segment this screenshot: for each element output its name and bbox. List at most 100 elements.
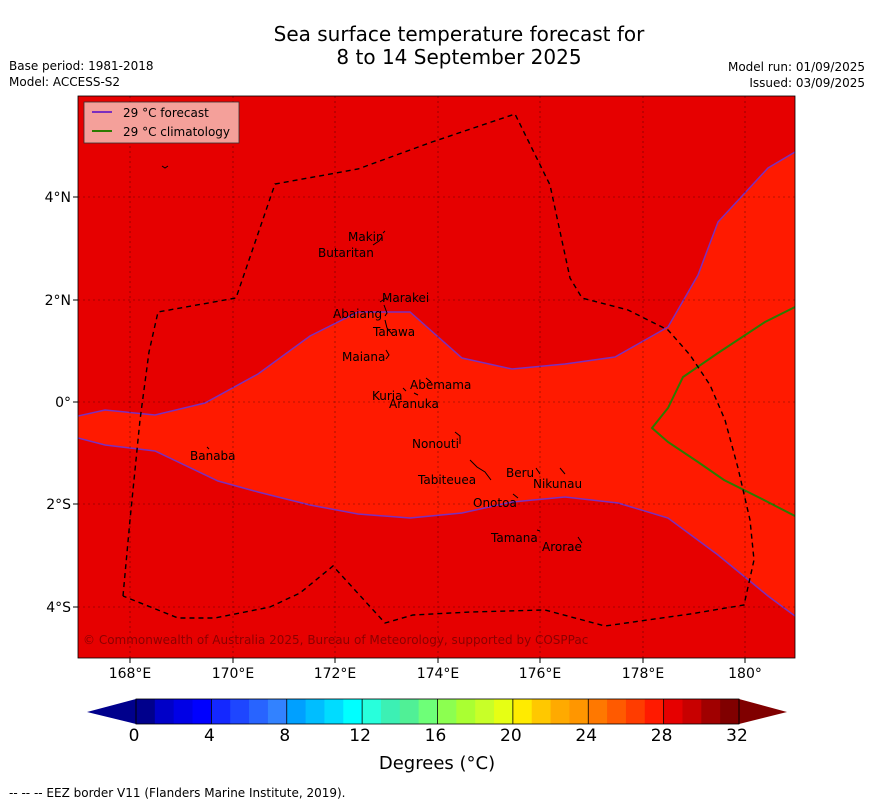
colorbar-cells <box>136 699 740 724</box>
colorbar-tick-label: 24 <box>575 726 597 746</box>
colorbar-cell <box>249 699 269 724</box>
latitude-axis: 4°N 2°N 0° 2°S 4°S <box>45 190 78 616</box>
colorbar-cell <box>588 699 608 724</box>
island-markers <box>161 165 583 544</box>
label-marakei: Marakei <box>382 291 429 305</box>
label-onotoa: Onotoa <box>473 496 517 510</box>
label-abemama: Abemama <box>410 378 471 392</box>
lon-tick-label: 180° <box>728 666 762 682</box>
legend-box <box>83 101 240 144</box>
colorbar-cell <box>399 699 420 724</box>
label-tamana: Tamana <box>490 531 538 545</box>
label-makin: Makin <box>348 230 384 244</box>
forecast-29-contour-south <box>78 437 795 617</box>
colorbar-tick-label: 12 <box>349 726 371 746</box>
label-maiana: Maiana <box>342 350 385 364</box>
colorbar-over-arrow <box>739 699 787 724</box>
island-shape <box>535 467 541 475</box>
island-shape <box>402 387 407 392</box>
colorbar-cell <box>682 699 702 724</box>
colorbar-cell <box>286 699 307 724</box>
island-shape <box>379 297 387 303</box>
island-shape <box>413 392 419 396</box>
colorbar-tick-label: 32 <box>726 726 748 746</box>
lon-tick-label: 170°E <box>212 666 255 682</box>
colorbar-cell <box>230 699 250 724</box>
lat-tick-label: 4°S <box>46 600 71 616</box>
island-shape <box>382 230 386 234</box>
lat-tick-label: 0° <box>55 395 71 411</box>
colorbar-cell <box>324 699 344 724</box>
colorbar-cell <box>644 699 665 724</box>
colorbar-cell <box>720 699 740 724</box>
colorbar-tick-label: 8 <box>279 726 290 746</box>
colorbar-under-arrow <box>87 699 136 724</box>
climatology-29-contour <box>650 306 795 517</box>
colorbar-tick-label: 20 <box>500 726 522 746</box>
colorbar-cell <box>136 699 156 724</box>
colorbar-tick-label: 16 <box>425 726 447 746</box>
colorbar-cell <box>418 699 439 724</box>
colorbar-cell <box>173 699 194 724</box>
colorbar-cell <box>512 699 533 724</box>
sst-field <box>78 96 795 658</box>
base-period: Base period: 1981-2018 <box>9 59 154 73</box>
colorbar-tick-label: 0 <box>129 726 140 746</box>
label-butaritan: Butaritan <box>318 246 374 260</box>
longitude-axis: 168°E 170°E 172°E 174°E 176°E 178°E 180° <box>109 658 762 682</box>
island-shape <box>454 431 461 444</box>
lon-tick-label: 174°E <box>417 666 460 682</box>
colorbar-ticks: 0 4 8 12 16 20 24 28 32 <box>129 699 748 746</box>
label-aranuka: Aranuka <box>389 397 439 411</box>
colorbar-cell <box>625 699 646 724</box>
island-shape <box>512 493 519 499</box>
map-frame <box>77 95 796 659</box>
issued-date: Issued: 03/09/2025 <box>749 76 865 90</box>
colorbar-cell <box>380 699 401 724</box>
colorbar-cell <box>267 699 288 724</box>
colorbar-tick-label: 4 <box>204 726 215 746</box>
label-abaiang: Abaiang <box>333 307 382 321</box>
island-shape <box>161 165 169 169</box>
island-shape <box>372 236 383 246</box>
island-shape <box>384 319 393 335</box>
colorbar-cell <box>192 699 212 724</box>
lat-tick-label: 2°S <box>46 497 71 513</box>
colorbar-cell <box>701 699 721 724</box>
colorbar-cell <box>211 699 231 724</box>
colorbar-cell <box>494 699 514 724</box>
island-shape <box>469 459 492 481</box>
lon-tick-label: 176°E <box>519 666 562 682</box>
model-run: Model run: 01/09/2025 <box>727 60 865 74</box>
lon-tick-label: 168°E <box>109 666 152 682</box>
colorbar-cell <box>437 699 457 724</box>
label-arorae: Arorae <box>542 540 582 554</box>
eez-border <box>122 113 755 627</box>
colorbar-cell <box>456 699 476 724</box>
label-kuria: Kuria <box>372 389 403 403</box>
island-shape <box>383 304 388 317</box>
label-nonouti: Nonouti <box>412 437 459 451</box>
colorbar-cell <box>663 699 684 724</box>
title-line-1: Sea surface temperature forecast for <box>273 22 645 46</box>
lon-tick-label: 172°E <box>314 666 357 682</box>
colorbar-cell <box>550 699 571 724</box>
island-shape <box>559 467 566 475</box>
lat-tick-label: 2°N <box>45 293 71 309</box>
colorbar-cell <box>475 699 495 724</box>
island-labels: Makin Butaritan Marakei Abaiang Tarawa M… <box>190 230 582 554</box>
colorbar-label: Degrees (°C) <box>379 753 495 774</box>
footer-note: -- -- -- EEZ border V11 (Flanders Marine… <box>9 786 346 800</box>
map-legend: 29 °C forecast 29 °C climatology <box>83 101 240 144</box>
colorbar-cell <box>343 699 363 724</box>
colorbar: 0 4 8 12 16 20 24 28 32 Degrees (°C) <box>87 698 787 774</box>
sst-below-29-band <box>78 152 795 616</box>
label-banaba: Banaba <box>190 449 236 463</box>
forecast-29-contour-north <box>78 151 795 417</box>
label-nikunau: Nikunau <box>533 477 582 491</box>
colorbar-cell <box>305 699 326 724</box>
colorbar-cell <box>154 699 175 724</box>
island-shape <box>385 349 390 360</box>
island-shape <box>206 446 210 450</box>
